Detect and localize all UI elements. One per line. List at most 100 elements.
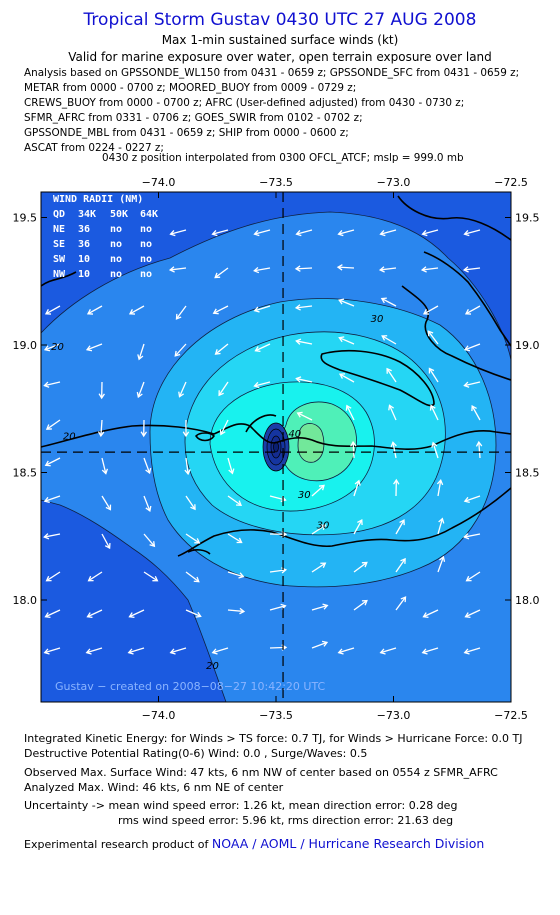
wind-radii-header: QD	[53, 209, 65, 220]
contour-label: 20	[206, 661, 219, 672]
axes: −74.0 −74.0 −73.5 −73.5 −73.0 −73.0 −72.5 −72.5…	[13, 176, 540, 722]
wind-arrow	[43, 381, 61, 388]
wind-arrow	[422, 609, 439, 619]
wind-contour-band	[149, 298, 497, 588]
product-credit: Experimental research product of NOAA / …	[24, 836, 484, 851]
wind-arrow	[381, 335, 397, 345]
contour-label: 30	[298, 490, 311, 501]
wind-arrow	[475, 440, 483, 459]
wind-radii-cell: 10	[78, 269, 90, 280]
wind-arrow	[169, 229, 187, 237]
wind-arrow	[143, 495, 152, 513]
wind-arrow	[269, 495, 287, 503]
created-credit: Gustav − created on 2008−08−27 10:42:20 …	[55, 680, 326, 693]
contour-label: 20	[63, 431, 76, 442]
wind-arrow	[168, 266, 187, 273]
wind-arrow	[463, 381, 481, 388]
analysis-line: Analysis based on GPSSONDE_WL150 from 04…	[24, 67, 520, 79]
position-line: 0430 z position interpolated from 0300 O…	[102, 152, 464, 164]
wind-arrow	[253, 381, 271, 389]
wind-arrow	[44, 305, 61, 315]
wind-arrow	[211, 647, 229, 655]
y-tick-label-right: 19.5	[515, 212, 540, 225]
wind-vector-arrows	[43, 229, 483, 655]
wind-arrow	[463, 647, 481, 655]
wind-radii-table: WIND RADII (NM) QD 34K 50K 64K NE 36 no no SE 36 no…	[53, 194, 158, 280]
wind-arrow	[379, 229, 397, 237]
analyzed-max-wind: Analyzed Max. Wind: 46 kts, 6 nm NE of c…	[24, 781, 284, 794]
wind-radii-cell: no	[140, 269, 152, 280]
dpr-text: Destructive Potential Rating(0-6) Wind: …	[24, 747, 368, 760]
uncertainty-mean: Uncertainty -> mean wind speed error: 1.…	[24, 799, 458, 812]
wind-arrow	[43, 343, 61, 352]
wind-radii-header: 34K	[78, 209, 96, 220]
wind-arrow	[178, 381, 187, 398]
wind-arrow	[428, 367, 439, 383]
y-tick-label-left: 19.5	[13, 212, 38, 225]
coastline-small-island	[195, 432, 215, 442]
storm-eye	[262, 422, 290, 472]
wind-arrow	[44, 457, 61, 467]
coastline-river	[245, 414, 277, 433]
coastline-haiti-north	[397, 195, 511, 241]
x-tick-label-bottom: −72.5	[494, 709, 528, 722]
wind-arrow	[174, 343, 187, 357]
wind-arrow	[463, 229, 481, 237]
wind-arrow	[227, 571, 245, 579]
wind-arrow	[218, 381, 229, 397]
wind-arrow	[311, 484, 325, 497]
wind-radii-cell: no	[110, 254, 122, 265]
wind-arrow	[44, 609, 61, 619]
wind-arrow	[353, 561, 368, 573]
wind-arrow	[463, 343, 481, 352]
wind-arrow	[43, 533, 61, 540]
wind-arrow	[378, 266, 397, 273]
wind-arrow	[184, 457, 191, 476]
contour-label: 40	[288, 429, 301, 440]
wind-radii-cell: no	[110, 224, 122, 235]
wind-arrow	[211, 229, 229, 237]
wind-arrow	[97, 419, 105, 438]
plot-area	[41, 192, 511, 702]
wind-arrow	[437, 517, 445, 535]
wind-radii-cell: NE	[53, 224, 65, 235]
wind-arrow	[463, 495, 481, 504]
x-tick-label-bottom: −73.0	[377, 709, 411, 722]
wind-arrow	[140, 419, 148, 438]
wind-arrow	[388, 404, 397, 421]
wind-arrow	[143, 533, 156, 548]
wind-radii-cell: no	[140, 239, 152, 250]
wind-arrow	[338, 336, 355, 345]
wind-arrow	[295, 338, 313, 345]
coastline-haiti-mid	[401, 285, 511, 381]
analysis-line: SFMR_AFRC from 0331 - 0706 z; GOES_SWIR …	[24, 112, 363, 124]
wind-arrow	[295, 376, 313, 383]
wind-arrow	[253, 305, 271, 313]
wind-arrow	[471, 404, 481, 421]
x-tick-label-bottom: −74.0	[142, 709, 176, 722]
subtitle-wind: Max 1-min sustained surface winds (kt)	[161, 33, 399, 47]
hrd-link[interactable]: NOAA / AOML / Hurricane Research Divisio…	[211, 836, 485, 851]
wind-arrow	[295, 229, 313, 237]
contour-label: 30	[371, 314, 384, 325]
y-tick-label-right: 18.5	[515, 467, 540, 480]
contour-label: 20	[51, 342, 64, 353]
wind-arrow	[127, 647, 145, 655]
wind-arrow	[353, 599, 368, 611]
wind-radii-cell: no	[140, 254, 152, 265]
wind-arrow	[227, 457, 235, 475]
wind-arrow	[86, 305, 103, 315]
analysis-line: GPSSONDE_MBL from 0431 - 0659 z; SHIP fr…	[24, 127, 349, 139]
wind-arrow	[437, 555, 446, 573]
coastline-vache	[187, 549, 211, 555]
uncertainty-rms: rms wind speed error: 5.96 kt, rms direc…	[118, 814, 454, 827]
wind-arrow	[393, 478, 400, 497]
wind-arrow	[214, 267, 229, 279]
wind-radii-cell: no	[140, 224, 152, 235]
coastline-southern-peninsula	[41, 423, 511, 450]
subtitle-exposure: Valid for marine exposure over water, op…	[68, 50, 492, 64]
wind-arrow	[395, 519, 405, 535]
x-tick-label-top: −74.0	[142, 176, 176, 189]
wind-arrow	[386, 367, 397, 383]
wind-arrow	[427, 330, 439, 345]
